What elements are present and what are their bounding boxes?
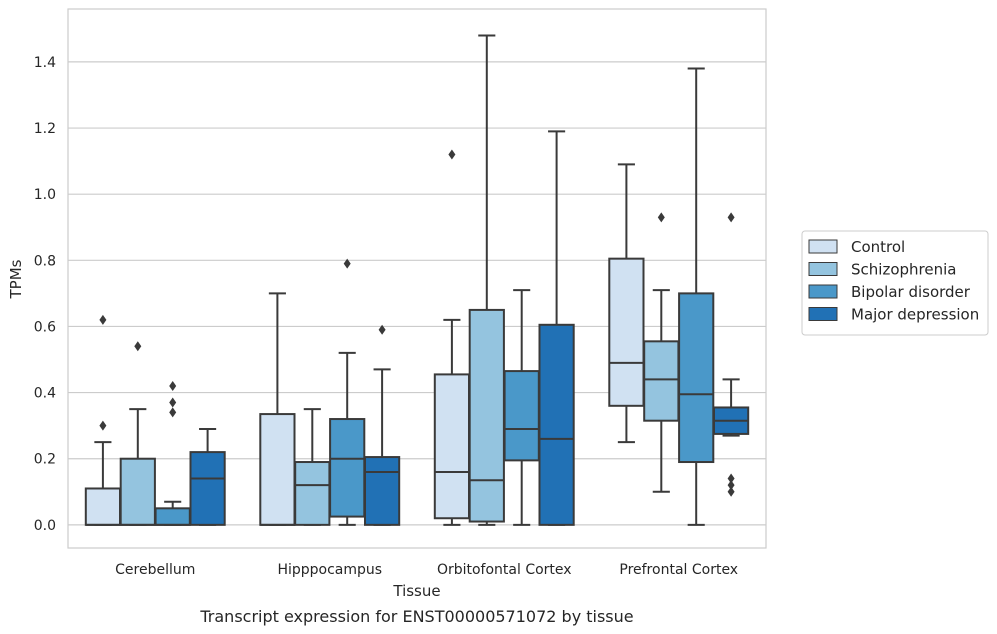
box-body bbox=[678, 292, 715, 464]
y-tick-labels: 0.0 0.2 0.4 0.6 0.8 1.0 1.2 1.4 bbox=[34, 55, 56, 534]
box-bipolar-disorder bbox=[503, 289, 540, 526]
box-control bbox=[84, 314, 122, 526]
box-body bbox=[538, 323, 575, 526]
x-tick-label: Hipppocampus bbox=[277, 562, 382, 578]
box-control bbox=[608, 163, 645, 444]
y-tick-label: 1.4 bbox=[34, 55, 56, 71]
grid-lines bbox=[68, 61, 766, 526]
outlier-point bbox=[378, 324, 386, 335]
outlier-point bbox=[657, 212, 665, 223]
outlier-point bbox=[727, 212, 735, 223]
legend-swatch bbox=[808, 307, 838, 321]
legend-label: Major depression bbox=[851, 306, 979, 324]
box-body bbox=[468, 308, 505, 523]
outlier-point bbox=[99, 314, 107, 325]
y-tick-label: 0.0 bbox=[34, 518, 56, 534]
box-major-depression bbox=[189, 427, 226, 526]
box-schizophrenia bbox=[468, 34, 505, 526]
box-major-depression bbox=[538, 130, 575, 526]
box-plot-series bbox=[84, 34, 750, 526]
box-bipolar-disorder bbox=[154, 380, 191, 526]
x-tick-label: Prefrontal Cortex bbox=[619, 562, 738, 578]
plot-frame bbox=[67, 8, 767, 549]
legend-label: Control bbox=[851, 238, 905, 256]
y-tick-label: 1.2 bbox=[34, 121, 56, 137]
box-body bbox=[259, 413, 296, 526]
outlier-point bbox=[727, 473, 735, 484]
box-body bbox=[433, 373, 471, 520]
legend-frame bbox=[801, 230, 989, 336]
y-tick-label: 0.2 bbox=[34, 452, 56, 468]
box-body bbox=[189, 451, 226, 526]
box-body bbox=[294, 461, 331, 526]
box-body bbox=[119, 457, 156, 526]
box-schizophrenia bbox=[119, 341, 156, 526]
y-tick-label: 0.6 bbox=[34, 319, 56, 335]
legend-swatch bbox=[808, 284, 838, 299]
outlier-point bbox=[134, 341, 142, 352]
y-tick-label: 1.0 bbox=[34, 187, 56, 203]
y-tick-label: 0.8 bbox=[34, 253, 56, 269]
box-control bbox=[433, 149, 471, 526]
box-body bbox=[154, 507, 191, 526]
legend-label: Bipolar disorder bbox=[851, 283, 971, 301]
box-bipolar-disorder bbox=[329, 258, 366, 526]
box-body bbox=[363, 456, 401, 526]
x-tick-labels: Cerebellum Hipppocampus Orbitofontal Corte… bbox=[115, 562, 738, 578]
box-bipolar-disorder bbox=[678, 67, 715, 526]
legend-swatch bbox=[808, 262, 838, 276]
x-axis-label: Tissue bbox=[392, 582, 440, 600]
outlier-point bbox=[99, 420, 107, 431]
y-axis-label: TPMs bbox=[7, 259, 25, 299]
outlier-point bbox=[448, 149, 456, 160]
outlier-point bbox=[343, 258, 351, 269]
box-body bbox=[329, 418, 366, 518]
box-body bbox=[608, 257, 645, 407]
outlier-point bbox=[727, 486, 735, 497]
x-tick-label: Cerebellum bbox=[115, 562, 195, 578]
y-tick-label: 0.4 bbox=[34, 386, 56, 402]
box-body bbox=[84, 487, 122, 526]
legend-swatch bbox=[808, 239, 838, 254]
outlier-point bbox=[727, 480, 735, 491]
outlier-point bbox=[169, 380, 177, 391]
legend: Control Schizophrenia Bipolar disorder Majo… bbox=[801, 230, 989, 336]
box-body bbox=[503, 370, 540, 462]
x-tick-label: Orbitofontal Cortex bbox=[437, 562, 572, 578]
box-major-depression bbox=[712, 212, 750, 497]
outlier-point bbox=[169, 407, 177, 418]
chart-caption: Transcript expression for ENST0000057107… bbox=[199, 607, 633, 626]
box-body bbox=[643, 340, 680, 422]
box-major-depression bbox=[363, 324, 401, 526]
legend-label: Schizophrenia bbox=[851, 261, 956, 279]
box-schizophrenia bbox=[643, 212, 680, 493]
outlier-point bbox=[169, 397, 177, 408]
box-control bbox=[259, 292, 296, 526]
box-schizophrenia bbox=[294, 408, 331, 526]
